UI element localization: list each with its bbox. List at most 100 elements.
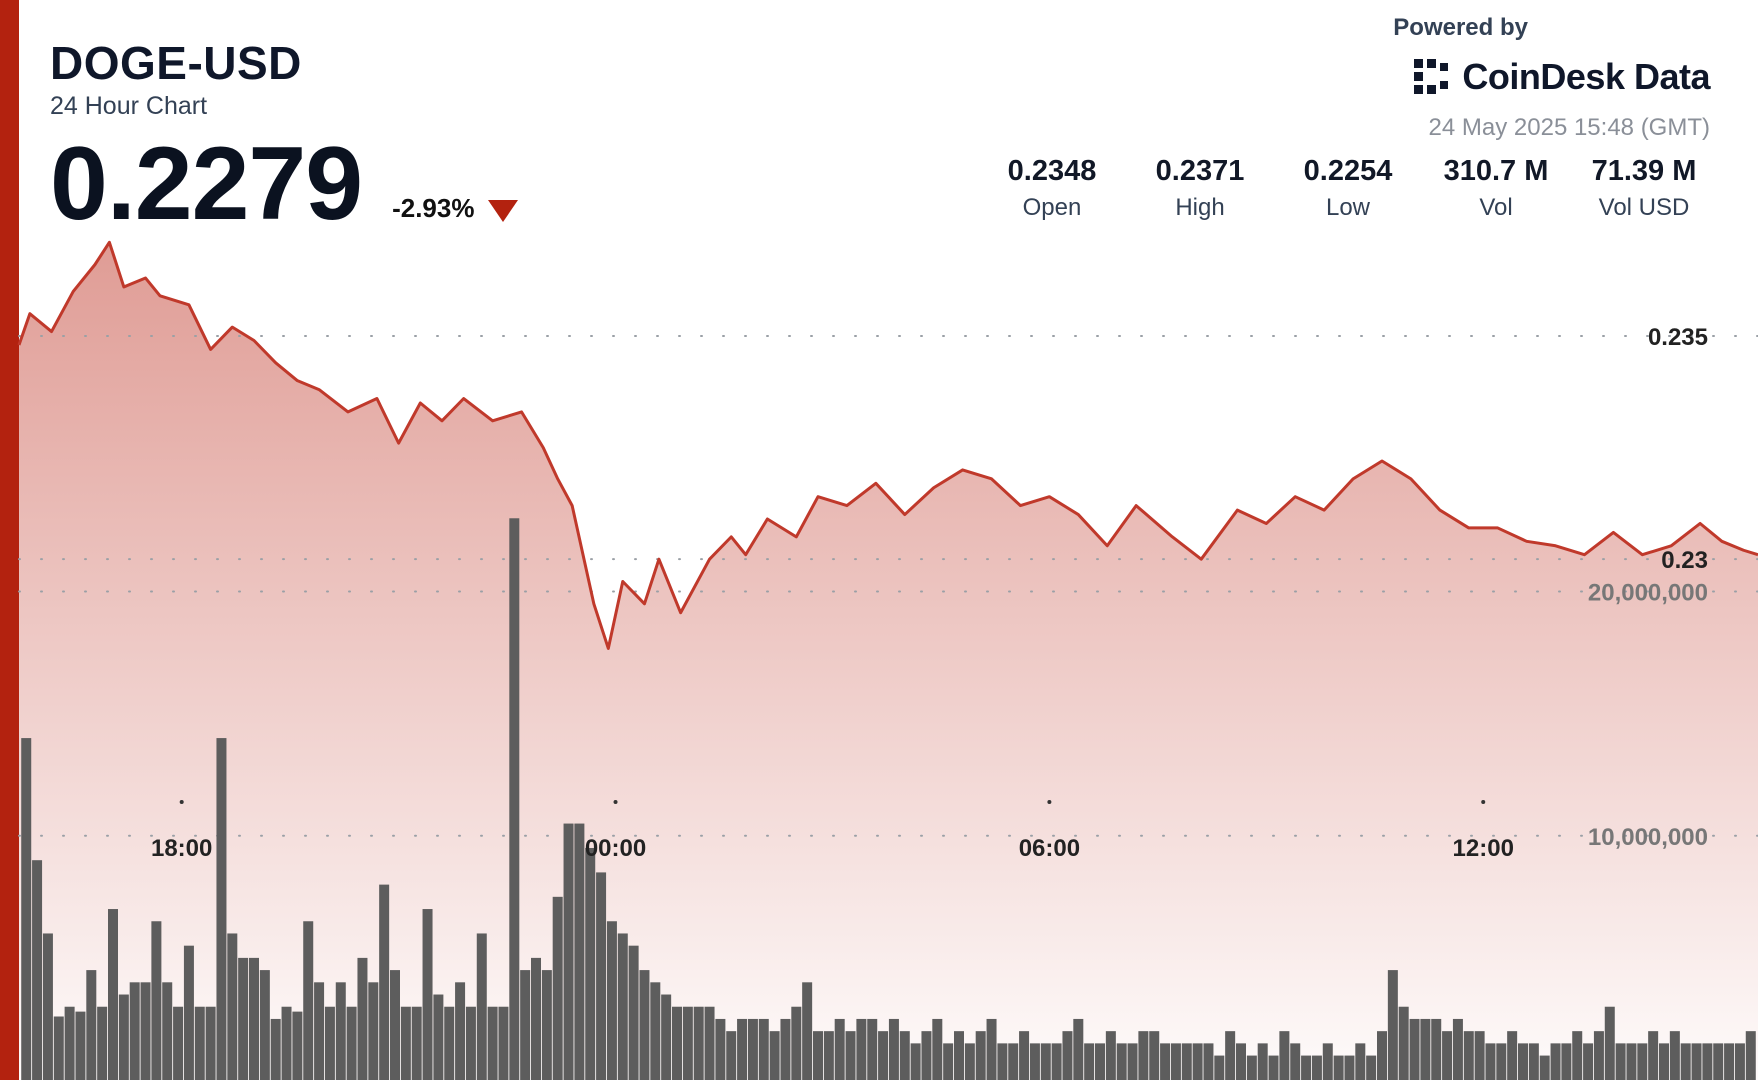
volume-bar	[498, 1006, 509, 1080]
volume-bar	[422, 909, 433, 1080]
volume-bar	[975, 1031, 986, 1080]
volume-bar	[585, 847, 596, 1080]
volume-bar	[151, 921, 162, 1080]
volume-bar	[856, 1018, 867, 1080]
volume-bar	[964, 1043, 975, 1080]
volume-bar	[541, 970, 552, 1080]
coindesk-logo-icon	[1414, 59, 1449, 94]
volume-bar	[1008, 1043, 1019, 1080]
volume-bar	[1377, 1031, 1387, 1080]
volume-bar	[552, 896, 563, 1080]
volume-bar	[1279, 1031, 1290, 1080]
volume-bar	[693, 1006, 704, 1080]
volume-tick-label: 10,000,000	[1588, 824, 1708, 851]
volume-bar	[75, 1011, 86, 1080]
volume-bar	[1062, 1031, 1073, 1080]
volume-bar	[1615, 1043, 1626, 1080]
volume-bar	[1138, 1031, 1149, 1080]
volume-tick-label: 20,000,000	[1588, 580, 1708, 607]
volume-bar	[205, 1006, 216, 1080]
volume-bar	[1095, 1043, 1105, 1080]
stat-value: 0.2348	[1007, 155, 1097, 187]
volume-bar	[1452, 1018, 1463, 1080]
volume-bar	[1626, 1043, 1637, 1080]
volume-bar	[455, 982, 466, 1080]
volume-bar	[986, 1018, 997, 1080]
price-row: 0.2279 -2.93%	[50, 132, 519, 236]
time-tick-label: 00:00	[585, 835, 646, 862]
powered-by-label: Powered by	[1393, 14, 1528, 41]
volume-bar	[292, 1011, 303, 1080]
stats-panel: 0.2348 Open 0.2371 High 0.2254 Low 310.7…	[978, 155, 1718, 222]
volume-bar	[1387, 970, 1398, 1080]
stat-value: 0.2371	[1155, 155, 1245, 187]
volume-bar	[780, 1018, 791, 1080]
time-tick-label: 12:00	[1453, 835, 1514, 862]
volume-bar	[867, 1018, 878, 1080]
volume-bar	[563, 823, 574, 1080]
volume-bar	[791, 1006, 802, 1080]
volume-bar	[1029, 1043, 1040, 1080]
volume-bar	[1322, 1043, 1333, 1080]
volume-bar	[1507, 1031, 1518, 1080]
volume-bar	[1550, 1043, 1561, 1080]
volume-bar	[259, 970, 270, 1080]
volume-bar	[672, 1006, 682, 1080]
volume-bar	[173, 1006, 184, 1080]
volume-bar	[1160, 1043, 1171, 1080]
time-tick-mark	[179, 800, 184, 804]
chart-subtitle: 24 Hour Chart	[50, 92, 208, 120]
volume-bar	[1745, 1031, 1756, 1080]
volume-bar	[682, 1006, 693, 1080]
stat-label: High	[1175, 194, 1225, 221]
volume-bar	[433, 994, 444, 1080]
volume-bar	[118, 994, 129, 1080]
stat-label: Low	[1325, 194, 1371, 221]
volume-bar	[606, 921, 617, 1080]
price-area	[19, 242, 1758, 1080]
volume-bar	[954, 1031, 964, 1080]
volume-bar	[574, 823, 585, 1080]
volume-bar	[1648, 1031, 1659, 1080]
brand-name: CoinDesk Data	[1462, 56, 1710, 97]
volume-bar	[943, 1043, 954, 1080]
volume-bar	[509, 518, 520, 1080]
volume-bar	[834, 1018, 845, 1080]
volume-bar	[324, 1006, 335, 1080]
volume-bar	[715, 1018, 726, 1080]
volume-bar	[1713, 1043, 1724, 1080]
volume-bar	[53, 1016, 64, 1080]
accent-bar	[0, 0, 19, 1080]
volume-bar	[1561, 1043, 1572, 1080]
symbol-title: DOGE-USD	[50, 37, 302, 89]
volume-bar	[314, 982, 325, 1080]
stat-value: 310.7 M	[1443, 155, 1549, 187]
stat-high: 0.2371 High	[1126, 155, 1274, 222]
price-line	[17, 240, 1758, 650]
volume-bar	[1301, 1055, 1312, 1080]
volume-bar	[921, 1031, 932, 1080]
time-tick-label: 06:00	[1019, 835, 1080, 862]
volume-bar	[1604, 1006, 1615, 1080]
volume-bar	[238, 957, 249, 1080]
stat-value: 0.2254	[1303, 155, 1393, 187]
volume-bar	[140, 982, 151, 1080]
volume-bar	[1236, 1043, 1246, 1080]
volume-bar	[1073, 1018, 1084, 1080]
volume-bar	[1474, 1031, 1485, 1080]
time-tick-mark	[613, 800, 618, 804]
volume-bar	[1344, 1055, 1355, 1080]
volume-bar	[1496, 1043, 1507, 1080]
volume-bar	[1724, 1043, 1735, 1080]
volume-bar	[1192, 1043, 1203, 1080]
brand[interactable]: CoinDesk Data	[1412, 56, 1710, 98]
volume-bar	[1518, 1043, 1528, 1080]
volume-bar	[216, 738, 227, 1080]
volume-bar	[813, 1031, 823, 1080]
volume-bar	[1084, 1043, 1095, 1080]
stat-vol-usd: 71.39 M Vol USD	[1570, 155, 1718, 222]
volume-bar	[704, 1006, 715, 1080]
volume-bar	[1051, 1043, 1062, 1080]
price-tick-label: 0.235	[1648, 324, 1708, 351]
